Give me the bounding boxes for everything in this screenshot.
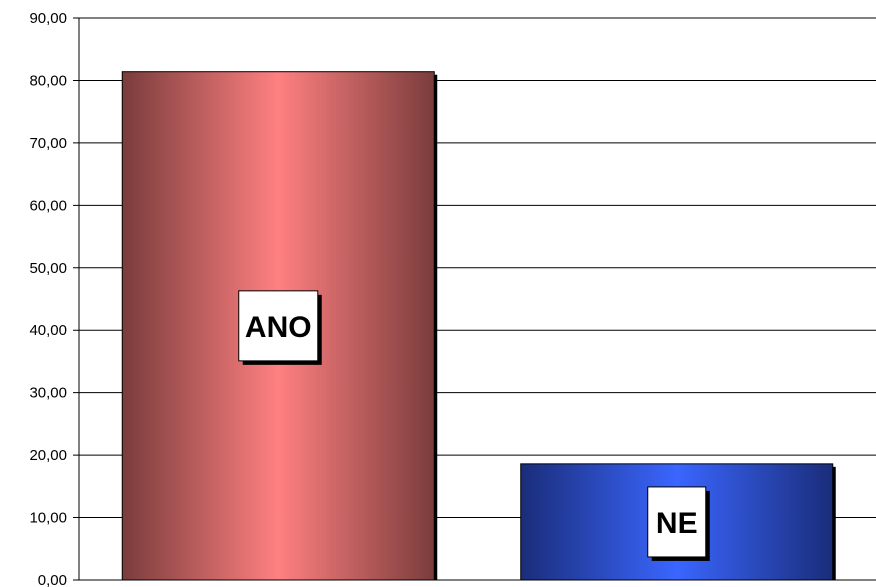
- y-tick-label: 20,00: [29, 447, 67, 464]
- bar-label-box: [238, 290, 319, 362]
- y-tick-label: 0,00: [38, 572, 67, 587]
- y-tick-label: 60,00: [29, 197, 67, 214]
- y-tick-label: 30,00: [29, 385, 67, 402]
- bar-label-box: [647, 486, 707, 558]
- y-tick-label: 10,00: [29, 510, 67, 527]
- y-tick-label: 90,00: [29, 10, 67, 27]
- y-tick-label: 50,00: [29, 260, 67, 277]
- y-tick-label: 70,00: [29, 135, 67, 152]
- bars: ANO NE: [121, 71, 836, 581]
- y-tick-label: 80,00: [29, 72, 67, 89]
- y-tick-label: 40,00: [29, 322, 67, 339]
- bar-label-ano: ANO: [245, 311, 312, 344]
- bar-label-ne: NE: [656, 507, 698, 540]
- y-axis-ticks: 0,00 10,00 20,00 30,00 40,00 50,00 60,00 70,00 8…: [29, 10, 67, 587]
